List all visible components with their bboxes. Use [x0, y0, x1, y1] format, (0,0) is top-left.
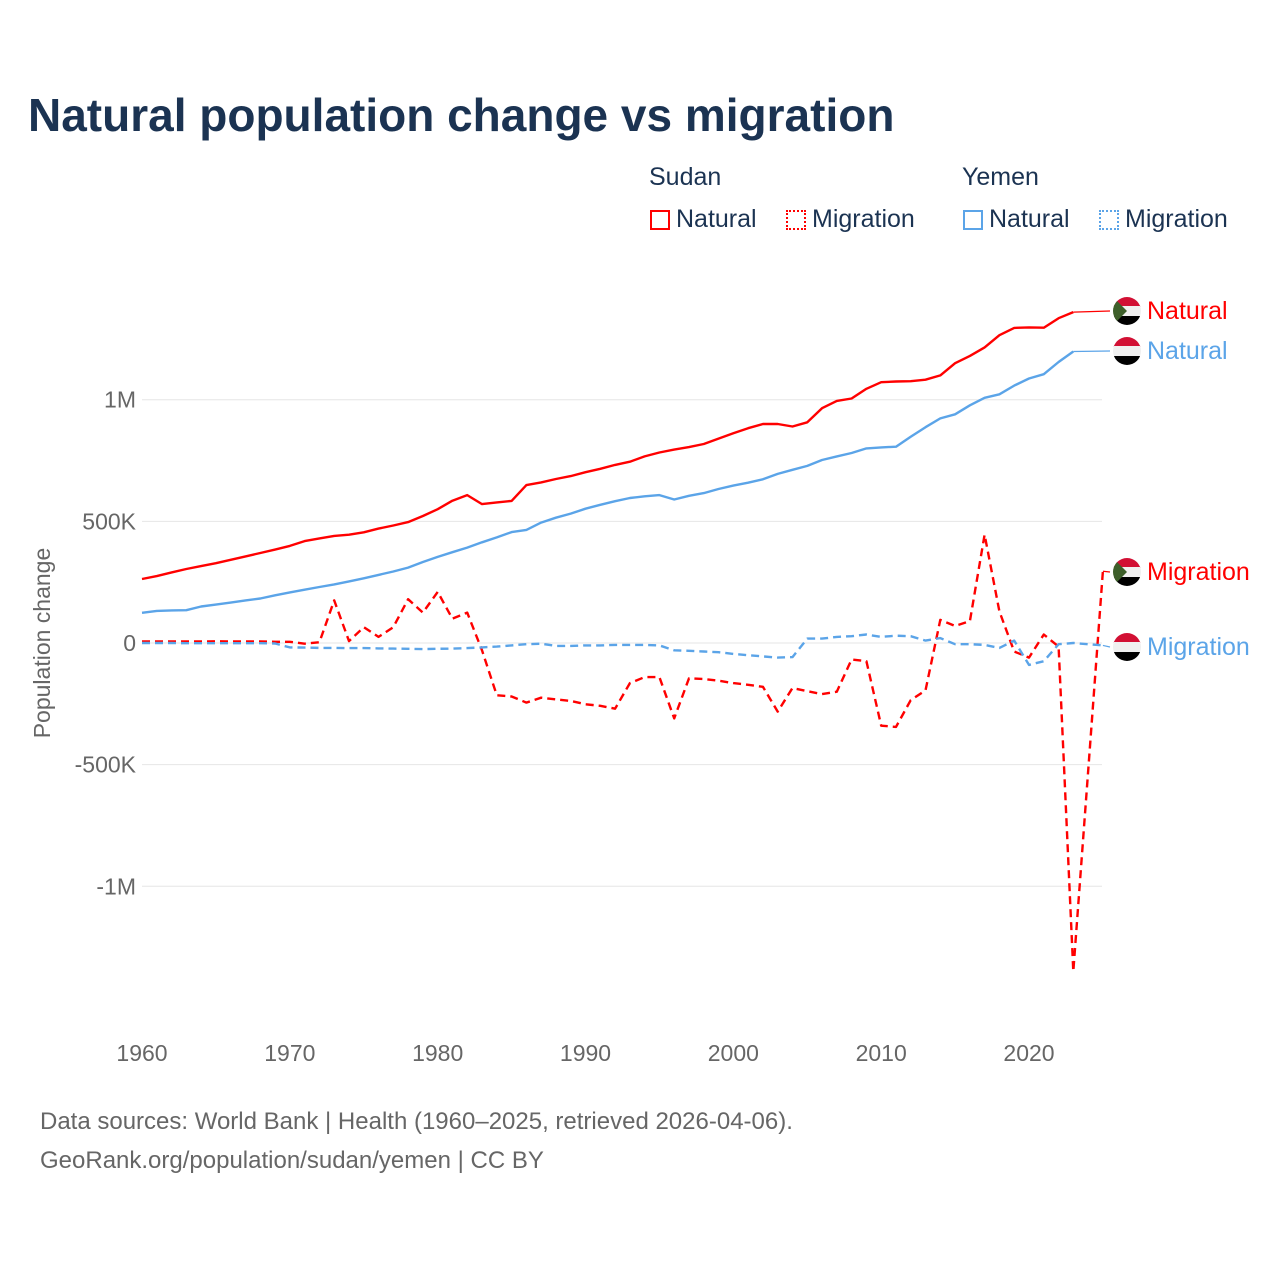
yemen-flag-icon — [1113, 633, 1141, 661]
flag-triangle — [1113, 558, 1127, 586]
flag-stripe — [1113, 633, 1141, 643]
series-end-label: Natural — [1147, 297, 1228, 325]
label-connector — [1073, 350, 1111, 353]
sudan-flag-icon — [1113, 297, 1141, 325]
legend-yemen-natural[interactable]: Natural — [963, 205, 1070, 234]
footer-url[interactable]: GeoRank.org/population/sudan/yemen | CC … — [40, 1147, 544, 1174]
flag-stripe — [1113, 356, 1141, 365]
flag-stripe — [1113, 337, 1141, 347]
series-end-marker — [1113, 297, 1141, 325]
x-tick-label: 2000 — [708, 1040, 759, 1066]
y-tick-label: -500K — [75, 752, 137, 778]
series-end-label: Migration — [1147, 558, 1250, 586]
x-tick-label: 2020 — [1003, 1040, 1054, 1066]
yemen-flag-icon — [1113, 337, 1141, 365]
dotted-swatch-icon — [786, 209, 806, 230]
x-tick-label: 2010 — [856, 1040, 907, 1066]
x-tick-label: 1980 — [412, 1040, 463, 1066]
legend-label: Migration — [1125, 205, 1228, 233]
y-tick-label: -1M — [96, 873, 136, 899]
series-end-marker — [1113, 337, 1141, 365]
series-line-yemen-migration — [142, 633, 1103, 667]
legend-label: Migration — [812, 205, 915, 233]
label-connector — [1073, 310, 1111, 313]
sudan-flag-icon — [1113, 558, 1141, 586]
series-end-marker — [1113, 633, 1141, 661]
y-tick-label: 0 — [123, 630, 136, 656]
flag-stripe — [1113, 297, 1141, 307]
series-line-sudan-natural — [141, 310, 1074, 581]
flag-stripe — [1113, 558, 1141, 568]
legend-group-yemen: Yemen — [962, 163, 1039, 191]
solid-swatch-icon — [963, 209, 983, 230]
dotted-swatch-icon — [1099, 209, 1119, 230]
flag-stripe — [1113, 642, 1141, 652]
y-tick-label: 1M — [104, 387, 136, 413]
legend-sudan-natural[interactable]: Natural — [650, 205, 757, 234]
legend-sudan-migration[interactable]: Migration — [786, 205, 915, 234]
flag-stripe — [1113, 346, 1141, 356]
label-connector — [1102, 570, 1111, 573]
flag-stripe — [1113, 316, 1141, 325]
x-tick-label: 1960 — [116, 1040, 167, 1066]
legend-group-sudan: Sudan — [649, 163, 722, 191]
x-tick-label: 1990 — [560, 1040, 611, 1066]
series-line-sudan-migration — [142, 533, 1105, 973]
y-tick-label: 500K — [82, 508, 136, 534]
flag-triangle — [1113, 297, 1127, 325]
label-connector — [1102, 644, 1111, 648]
solid-swatch-icon — [650, 209, 670, 230]
series-line-yemen-natural — [141, 350, 1074, 614]
footer-sources: Data sources: World Bank | Health (1960–… — [40, 1108, 793, 1135]
legend-label: Natural — [676, 205, 757, 233]
legend-label: Natural — [989, 205, 1070, 233]
flag-stripe — [1113, 577, 1141, 586]
x-tick-label: 1970 — [264, 1040, 315, 1066]
legend-yemen-migration[interactable]: Migration — [1099, 205, 1228, 234]
series-end-label: Migration — [1147, 633, 1250, 661]
series-end-marker — [1113, 558, 1141, 586]
y-axis-label: Population change — [29, 548, 55, 739]
series-end-label: Natural — [1147, 337, 1228, 365]
chart-title: Natural population change vs migration — [28, 89, 895, 141]
flag-stripe — [1113, 652, 1141, 661]
